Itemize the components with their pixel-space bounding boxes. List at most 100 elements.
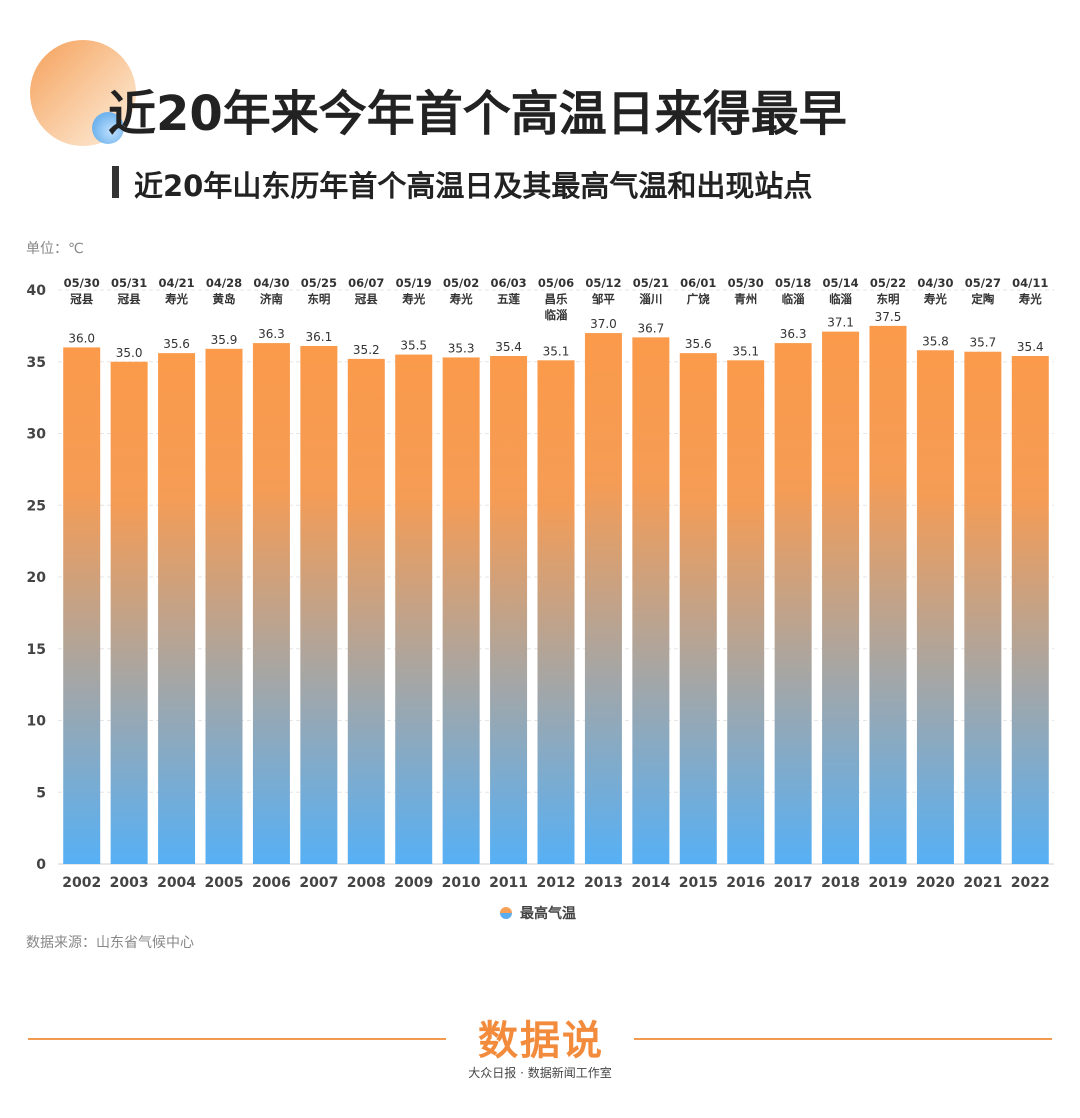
station-label: 临淄 — [545, 308, 568, 322]
bar — [442, 357, 480, 864]
subtitle-accent-bar — [112, 166, 119, 198]
bar-value-label: 35.6 — [163, 337, 190, 351]
station-label: 寿光 — [450, 292, 473, 306]
date-label: 05/12 — [585, 276, 621, 290]
x-tick-label: 2010 — [442, 875, 481, 891]
bar — [679, 353, 717, 864]
bar — [727, 360, 765, 864]
station-label: 冠县 — [118, 292, 141, 306]
y-tick-label: 25 — [27, 498, 46, 514]
date-label: 05/22 — [870, 276, 906, 290]
bar-value-label: 37.5 — [875, 310, 902, 324]
bar — [964, 351, 1002, 864]
station-label: 青州 — [734, 292, 757, 306]
station-label: 寿光 — [402, 292, 425, 306]
brand-logo: 数据说 — [478, 1018, 604, 1064]
legend-label: 最高气温 — [520, 906, 576, 922]
bar — [63, 347, 101, 864]
y-tick-label: 20 — [27, 570, 47, 586]
station-label: 定陶 — [971, 292, 994, 306]
bar — [347, 358, 385, 864]
bar-value-label: 35.4 — [495, 340, 522, 354]
bar — [300, 345, 338, 865]
y-tick-label: 40 — [27, 283, 47, 299]
date-label: 05/14 — [822, 276, 858, 290]
bar-value-label: 36.3 — [258, 327, 285, 341]
bar-value-label: 36.1 — [305, 330, 332, 344]
station-label: 冠县 — [70, 292, 93, 306]
y-tick-label: 15 — [27, 642, 46, 658]
bar — [774, 343, 812, 865]
footer-divider-left — [28, 1038, 446, 1040]
station-label: 东明 — [307, 292, 330, 306]
date-label: 05/18 — [775, 276, 811, 290]
bar — [584, 333, 622, 864]
bar-value-label: 35.6 — [685, 337, 712, 351]
bar-value-label: 37.1 — [827, 316, 854, 330]
page-subtitle: 近20年山东历年首个高温日及其最高气温和出现站点 — [134, 169, 813, 203]
y-tick-label: 35 — [27, 355, 46, 371]
date-label: 05/06 — [538, 276, 574, 290]
bar-value-label: 35.9 — [211, 333, 238, 347]
date-label: 06/01 — [680, 276, 716, 290]
bar — [205, 348, 243, 865]
bar — [490, 356, 528, 864]
date-label: 05/30 — [64, 276, 100, 290]
bar — [869, 325, 907, 864]
station-label: 济南 — [260, 292, 283, 306]
x-tick-label: 2005 — [205, 875, 244, 891]
bar-value-label: 35.5 — [400, 339, 427, 353]
station-label: 昌乐 — [545, 292, 568, 306]
x-tick-label: 2003 — [110, 875, 149, 891]
bar-value-label: 36.3 — [780, 327, 807, 341]
bar — [632, 337, 670, 865]
date-label: 06/03 — [490, 276, 526, 290]
station-label: 临淄 — [782, 292, 805, 306]
bar-value-label: 35.1 — [732, 344, 759, 358]
bar-value-label: 36.0 — [68, 331, 95, 345]
station-label: 冠县 — [355, 292, 378, 306]
decorative-blue-circle — [92, 112, 124, 144]
date-label: 04/30 — [917, 276, 953, 290]
x-tick-label: 2018 — [821, 875, 860, 891]
bar-value-label: 35.3 — [448, 341, 475, 355]
date-label: 05/19 — [396, 276, 432, 290]
x-tick-label: 2004 — [157, 875, 196, 891]
bar-value-label: 35.4 — [1017, 340, 1044, 354]
date-label: 06/07 — [348, 276, 384, 290]
date-label: 04/21 — [158, 276, 194, 290]
station-label: 寿光 — [1019, 292, 1042, 306]
bar-value-label: 35.8 — [922, 334, 949, 348]
x-tick-label: 2017 — [774, 875, 813, 891]
bar-value-label: 35.2 — [353, 343, 380, 357]
station-label: 黄岛 — [213, 292, 236, 306]
x-tick-label: 2011 — [489, 875, 528, 891]
bar — [916, 350, 954, 864]
y-tick-label: 0 — [36, 857, 46, 873]
bar — [395, 354, 433, 864]
station-label: 五莲 — [497, 292, 520, 306]
x-tick-label: 2015 — [679, 875, 718, 891]
date-label: 05/21 — [633, 276, 669, 290]
bar-value-label: 35.0 — [116, 346, 143, 360]
y-tick-label: 5 — [36, 785, 46, 801]
bar-value-label: 37.0 — [590, 317, 617, 331]
chart-legend: 最高气温 — [500, 903, 576, 923]
date-label: 05/30 — [728, 276, 764, 290]
station-label: 邹平 — [591, 292, 615, 306]
station-label: 寿光 — [165, 292, 188, 306]
x-tick-label: 2012 — [537, 875, 576, 891]
bar — [158, 353, 196, 864]
station-label: 广饶 — [687, 292, 710, 306]
bar-value-label: 35.7 — [969, 336, 996, 350]
page-title: 近20年来今年首个高温日来得最早 — [108, 86, 847, 142]
y-tick-label: 30 — [27, 427, 47, 443]
brand-subtitle: 大众日报 · 数据新闻工作室 — [468, 1066, 612, 1080]
bar-value-label: 36.7 — [637, 321, 664, 335]
station-label: 东明 — [877, 292, 900, 306]
bar-chart: 0 5 10 15 20 25 30 35 40 36.0 2002 05/30 冠县 35.0 2003 0… — [27, 276, 1054, 891]
data-source: 数据来源：山东省气候中心 — [26, 935, 194, 951]
footer-divider-right — [634, 1038, 1052, 1040]
x-tick-label: 2002 — [62, 875, 101, 891]
x-tick-label: 2013 — [584, 875, 623, 891]
